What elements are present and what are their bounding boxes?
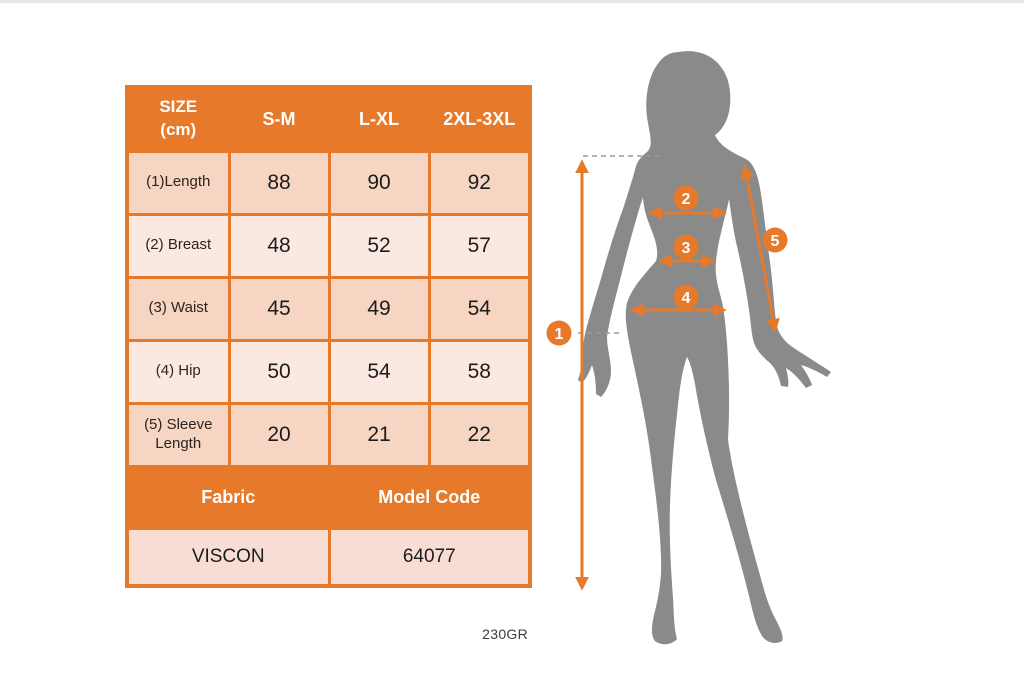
- length-2xl-3xl: 92: [427, 149, 532, 216]
- marker-1-label: 1: [555, 326, 564, 343]
- body-silhouette: [578, 51, 831, 645]
- table-row-sleeve: (5) Sleeve Length 20 21 22: [125, 401, 532, 468]
- hip-s-m: 50: [227, 338, 331, 405]
- marker-circle-2: 2: [673, 185, 699, 211]
- length-l-xl: 90: [327, 149, 431, 216]
- marker-2-label: 2: [682, 191, 691, 208]
- marker-circle-1: 1: [546, 320, 572, 346]
- table-footer-header-row: Fabric Model Code: [125, 464, 532, 530]
- table-row-breast: (2) Breast 48 52 57: [125, 212, 532, 279]
- sleeve-l-xl: 21: [327, 401, 431, 468]
- row-label-waist: (3) Waist: [125, 275, 231, 342]
- length-s-m: 88: [227, 149, 331, 216]
- fabric-value: VISCON: [125, 526, 331, 588]
- row-label-length: (1)Length: [125, 149, 231, 216]
- marker-4-label: 4: [682, 290, 691, 307]
- col-header-2xl-3xl: 2XL-3XL: [427, 85, 532, 153]
- marker-circle-4: 4: [673, 284, 699, 310]
- col-header-s-m: S-M: [227, 85, 331, 153]
- size-unit-header: SIZE (cm): [125, 85, 231, 153]
- top-divider: [0, 0, 1024, 3]
- fabric-header: Fabric: [125, 464, 331, 530]
- table-row-hip: (4) Hip 50 54 58: [125, 338, 532, 405]
- col-header-l-xl: L-XL: [327, 85, 431, 153]
- marker-5-label: 5: [771, 233, 780, 250]
- row-label-sleeve: (5) Sleeve Length: [125, 401, 231, 468]
- marker-circle-5: 5: [762, 227, 788, 253]
- sleeve-arrow: [740, 164, 780, 333]
- waist-l-xl: 49: [327, 275, 431, 342]
- weight-note: 230GR: [482, 626, 528, 642]
- model-code-header: Model Code: [327, 464, 532, 530]
- model-code-value: 64077: [327, 526, 532, 588]
- breast-2xl-3xl: 57: [427, 212, 532, 279]
- size-header-line2: (cm): [160, 120, 197, 140]
- table-footer-values-row: VISCON 64077: [125, 526, 532, 588]
- breast-s-m: 48: [227, 212, 331, 279]
- marker-circle-3: 3: [673, 234, 699, 260]
- hip-2xl-3xl: 58: [427, 338, 532, 405]
- size-table: SIZE (cm) S-M L-XL 2XL-3XL (1)Length 88 …: [125, 85, 532, 588]
- table-row-waist: (3) Waist 45 49 54: [125, 275, 532, 342]
- breast-l-xl: 52: [327, 212, 431, 279]
- sleeve-2xl-3xl: 22: [427, 401, 532, 468]
- table-row-length: (1)Length 88 90 92: [125, 149, 532, 216]
- row-label-hip: (4) Hip: [125, 338, 231, 405]
- hip-l-xl: 54: [327, 338, 431, 405]
- size-header-line1: SIZE: [159, 97, 198, 117]
- row-label-breast: (2) Breast: [125, 212, 231, 279]
- marker-3-label: 3: [682, 240, 691, 257]
- waist-s-m: 45: [227, 275, 331, 342]
- waist-2xl-3xl: 54: [427, 275, 532, 342]
- size-table-header-row: SIZE (cm) S-M L-XL 2XL-3XL: [125, 85, 532, 153]
- sleeve-s-m: 20: [227, 401, 331, 468]
